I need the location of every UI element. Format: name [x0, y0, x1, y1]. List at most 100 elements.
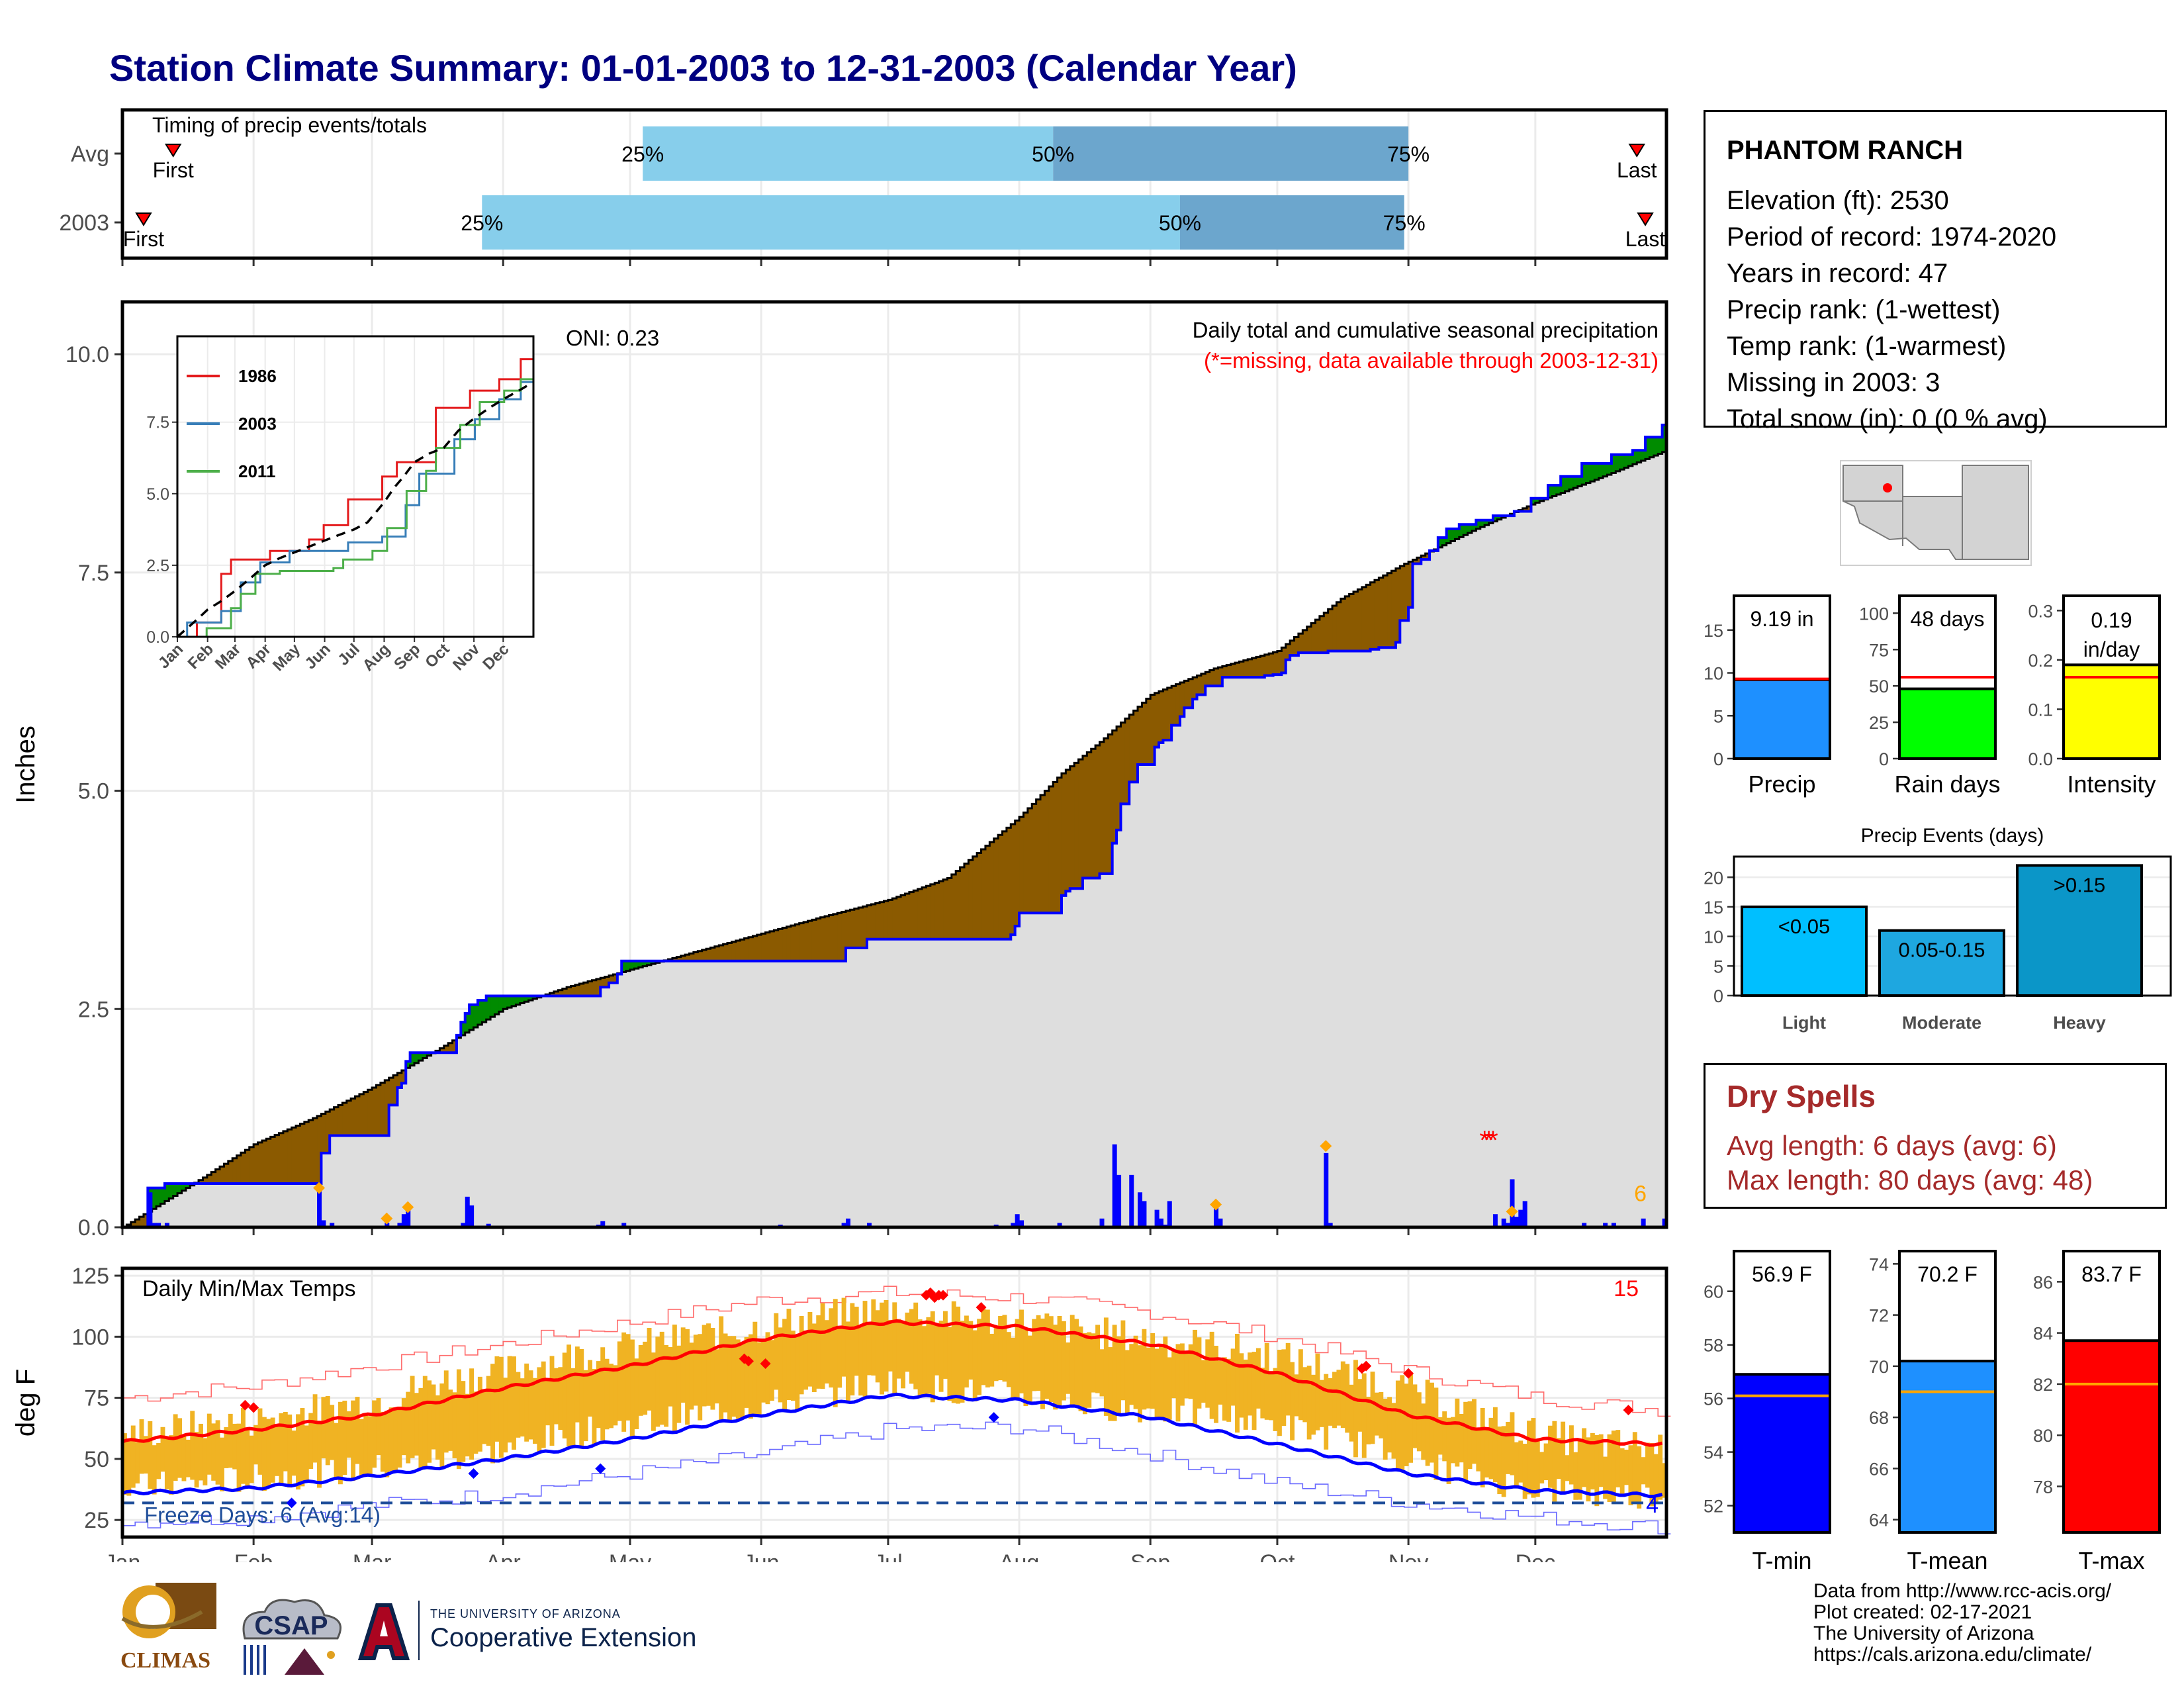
precip-daily-bar: [1116, 1174, 1122, 1227]
precip-surplus-segment: [1603, 463, 1608, 477]
timing-last-marker: [1637, 212, 1654, 226]
precip-deficit-segment: [1061, 773, 1066, 896]
temp-record-low-line: [122, 1421, 1671, 1534]
temp-daily-bar: [1205, 1339, 1210, 1408]
temp-daily-bar: [498, 1356, 504, 1458]
temp-daily-bar: [845, 1321, 850, 1403]
temp-daily-bar: [1209, 1331, 1214, 1419]
precip-deficit-segment: [1015, 820, 1020, 926]
precip-deficit-segment: [829, 915, 834, 961]
precip-daily-bar: [465, 1196, 470, 1227]
tsum-value-label: 70.2 F: [1917, 1262, 1978, 1286]
temp-daily-bar: [811, 1323, 817, 1393]
precip-deficit-segment: [1205, 672, 1210, 686]
precip-deficit-segment: [330, 1109, 335, 1136]
temp-daily-bar: [261, 1417, 267, 1491]
temp-record-high-marker: [760, 1358, 771, 1369]
temp-daily-bar: [338, 1401, 343, 1485]
temp-daily-bar: [1607, 1434, 1612, 1503]
temp-daily-bar: [1543, 1443, 1549, 1481]
precip-daily-bar: [1328, 1223, 1333, 1227]
precip-deficit-segment: [943, 879, 948, 939]
psum-y-tick-label: 0.3: [2028, 601, 2053, 621]
precip-deficit-segment: [351, 1098, 356, 1136]
temp-daily-bar: [1370, 1372, 1375, 1444]
precip-daily-bar: [486, 1223, 491, 1227]
events-category-label: Light: [1782, 1013, 1826, 1033]
temp-daily-bar: [1150, 1333, 1156, 1409]
temp-daily-bar: [308, 1413, 314, 1470]
precip-deficit-segment: [884, 901, 889, 939]
temp-daily-bar: [1476, 1429, 1481, 1472]
psum-y-tick-label: 5: [1713, 706, 1723, 726]
precip-deficit-segment: [321, 1113, 326, 1153]
precip-daily-bar: [164, 1223, 169, 1227]
temp-daily-bar: [152, 1445, 157, 1495]
precip-observed-line: [122, 423, 1666, 1229]
temp-daily-bar: [1260, 1368, 1265, 1419]
precip-deficit-segment: [1421, 555, 1426, 560]
precip-surplus-segment: [520, 996, 525, 1004]
temp-daily-bar: [257, 1408, 263, 1475]
precip-deficit-segment: [1361, 586, 1367, 651]
temp-x-tick-label: Feb: [234, 1550, 273, 1562]
precip-deficit-segment: [211, 1172, 216, 1184]
inset-frame: [176, 335, 535, 638]
temp-x-tick-label: Mar: [353, 1550, 392, 1562]
temp-daily-bar: [473, 1391, 478, 1454]
temp-daily-bar: [1099, 1349, 1105, 1397]
precip-surplus-segment: [651, 961, 656, 964]
events-title: Precip Events (days): [1861, 825, 2044, 847]
temp-daily-bar: [1315, 1353, 1320, 1430]
temp-daily-bar: [1269, 1371, 1274, 1421]
temp-daily-bar: [871, 1299, 876, 1376]
temp-record-low-marker: [468, 1468, 479, 1479]
precip-deficit-segment: [977, 853, 982, 939]
temp-daily-bar: [1408, 1374, 1413, 1463]
temp-daily-bar: [1142, 1329, 1147, 1410]
precip-surplus-segment: [1471, 524, 1477, 532]
temp-daily-bar: [1324, 1374, 1329, 1450]
temp-daily-bar: [1069, 1315, 1075, 1406]
precip-deficit-segment: [1353, 591, 1358, 651]
precip-deficit-segment: [1197, 675, 1202, 695]
temp-daily-bar: [875, 1310, 880, 1383]
precip-deficit-segment: [439, 1048, 445, 1053]
precip-deficit-segment: [1311, 623, 1316, 653]
precip-deficit-segment: [807, 921, 813, 961]
precip-deficit-segment: [799, 923, 804, 961]
temp-daily-bar: [1492, 1407, 1498, 1483]
precip-daily-bar: [1167, 1201, 1172, 1227]
temp-daily-bar: [651, 1352, 656, 1431]
precip-deficit-segment: [600, 978, 606, 988]
precip-deficit-segment: [1412, 559, 1418, 564]
precip-deficit-segment: [228, 1160, 233, 1184]
temp-record-high-count: 15: [1614, 1276, 1639, 1301]
precip-deficit-segment: [702, 950, 707, 961]
psum-value-label-unit: in/day: [2083, 637, 2140, 661]
temp-daily-bar: [790, 1331, 796, 1401]
precip-daily-bar: [1214, 1207, 1219, 1227]
precip-daily-bar: [321, 1220, 326, 1227]
precip-surplus-segment: [1565, 476, 1570, 492]
precip-deficit-segment: [1179, 682, 1185, 717]
temp-daily-bar: [1416, 1392, 1422, 1452]
temp-daily-bar: [926, 1317, 931, 1394]
temp-daily-bar: [719, 1316, 724, 1423]
temp-x-tick-label: Apr: [486, 1550, 521, 1562]
temp-daily-bar: [130, 1425, 136, 1488]
precip-deficit-segment: [1069, 766, 1075, 889]
precip-deficit-segment: [397, 1072, 402, 1088]
precip-deficit-segment: [862, 906, 868, 948]
precip-deficit-segment: [553, 991, 559, 996]
precip-deficit-segment: [1408, 561, 1414, 608]
temp-daily-bar: [1501, 1426, 1506, 1497]
temp-daily-bar: [477, 1376, 482, 1452]
temp-daily-bar: [825, 1320, 829, 1383]
precip-deficit-segment: [1349, 594, 1354, 651]
precip-surplus-segment: [1437, 538, 1443, 547]
tsum-frame-1: [1898, 1250, 1997, 1534]
precip-deficit-segment: [981, 849, 986, 939]
precip-deficit-segment: [1066, 769, 1071, 892]
precip-surplus-segment: [1484, 520, 1490, 526]
